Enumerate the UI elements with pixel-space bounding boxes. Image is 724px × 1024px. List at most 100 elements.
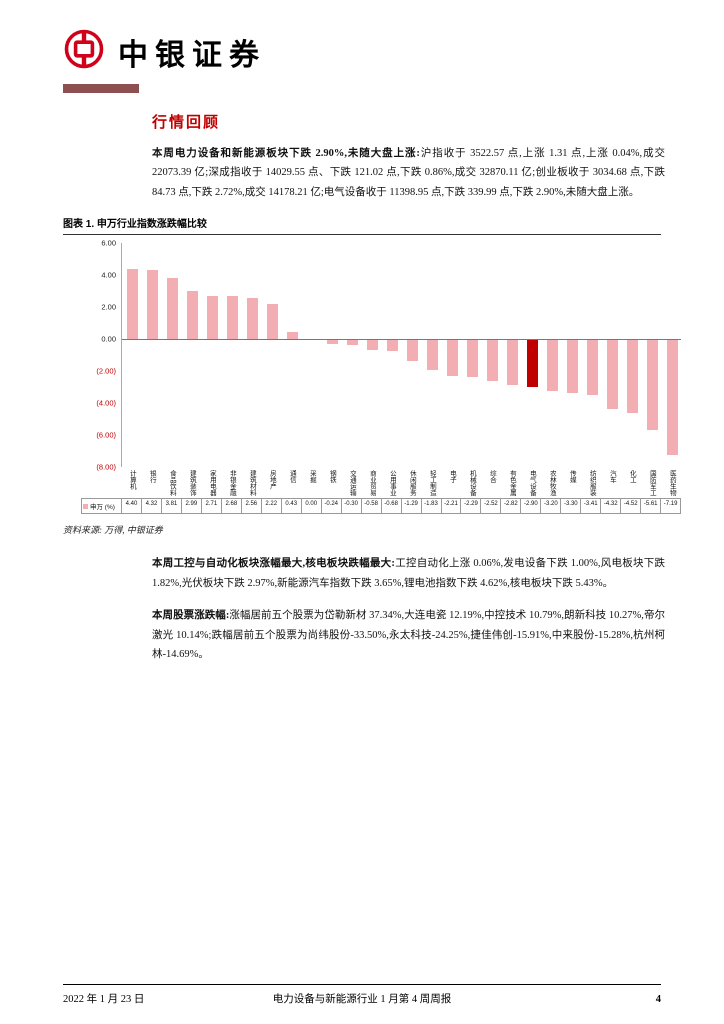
figure-caption: 图表 1. 申万行业指数涨跌幅比较	[63, 215, 661, 236]
bar-建筑装饰	[186, 291, 198, 340]
bar-休闲服务	[406, 340, 418, 361]
data-table-value-cell: -3.41	[581, 499, 602, 514]
data-table-value-cell: -2.52	[481, 499, 502, 514]
paragraph-lead: 本周股票涨跌幅:	[152, 610, 230, 622]
paragraph-lead: 本周电力设备和新能源板块下跌 2.90%,未随大盘上涨:	[152, 148, 420, 159]
section-title: 行情回顾	[152, 114, 221, 131]
y-tick-label: 4.00	[101, 270, 116, 280]
bar-通信	[286, 332, 298, 340]
bar-家用电器	[206, 295, 218, 340]
bar-汽车	[606, 340, 618, 410]
data-table-value-cell: -7.19	[663, 501, 678, 508]
y-tick-label: (2.00)	[96, 366, 116, 376]
data-table-value-cell: 0.00	[302, 499, 322, 514]
sw-industry-bar-chart: 6.00 4.00 2.00 0.00 (2.00) (4.00) (6.00) (8.00)…	[81, 239, 683, 515]
legend-swatch-icon	[83, 503, 88, 509]
bar-计算机	[126, 268, 138, 340]
data-table-value-cell: -1.83	[422, 499, 442, 514]
report-body: 行情回顾 本周电力设备和新能源板块下跌 2.90%,未随大盘上涨:沪指收于 35…	[63, 93, 681, 677]
x-axis-labels: 计算机 银行 食品饮料 建筑装饰 家用电器 非银金融 建筑材料 房地产 通信 采掘 钢铁 交通运输 商业…	[121, 467, 681, 498]
paragraph-subsector-summary: 本周工控与自动化板块涨幅最大,核电板块跌幅最大:工控自动化上涨 0.06%,发电…	[152, 554, 665, 593]
x-axis-category-label: 银行	[148, 470, 156, 484]
bar-房地产	[266, 303, 278, 340]
x-axis-category-label: 钢铁	[328, 470, 336, 484]
y-tick-label: 2.00	[101, 302, 116, 312]
x-axis-category-label: 采掘	[308, 470, 316, 484]
brand-name: 中银证券	[118, 38, 266, 72]
bar-纺织服装	[586, 340, 598, 395]
bar-钢铁	[326, 340, 338, 345]
brand-underline	[63, 84, 139, 93]
bar-非银金融	[226, 296, 238, 340]
x-axis-category-label: 农林牧渔	[548, 470, 556, 497]
y-tick-label: 6.00	[101, 238, 116, 248]
bar-电气设备	[526, 340, 538, 387]
plot	[121, 243, 681, 468]
bar-轻工制造	[426, 340, 438, 370]
paragraph-text: 工控自动化上涨 0.06%,发电设备下跌 1.00%,风电板块下跌 1.82%,…	[152, 558, 665, 589]
x-axis-category-label: 化工	[628, 470, 636, 484]
x-axis-category-label: 计算机	[128, 470, 136, 490]
bar-交通运输	[346, 340, 358, 346]
data-table-value-cell: 4.40	[122, 499, 142, 514]
paragraph-stock-movers: 本周股票涨跌幅:涨幅居前五个股票为岱勒新材 37.34%,大连电瓷 12.19%…	[152, 606, 665, 664]
bar-机械设备	[466, 340, 478, 377]
x-axis-category-label: 家用电器	[208, 470, 216, 497]
x-axis-category-label: 有色金属	[508, 470, 516, 497]
data-table-value-cell: -0.30	[342, 499, 362, 514]
zero-axis-line	[122, 339, 681, 341]
figure-source: 资料来源: 万得, 中银证券	[63, 525, 163, 536]
bar-公用事业	[386, 340, 398, 352]
bar-商业贸易	[366, 340, 378, 350]
data-table-value-cell: 2.99	[182, 499, 202, 514]
x-axis-category-label: 休闲服务	[408, 470, 416, 497]
data-table-value-cell: 0.43	[282, 499, 302, 514]
x-axis-category-label: 建筑装饰	[188, 470, 196, 497]
x-axis-category-label: 传媒	[568, 470, 576, 484]
paragraph-text: 沪指收于 3522.57 点,上涨 1.31 点,上涨 0.04%,成交 220…	[152, 148, 665, 198]
x-axis-category-label: 房地产	[268, 470, 276, 490]
bar-银行	[146, 270, 158, 340]
logo-row: 中银证券	[63, 28, 661, 75]
y-tick-label: 0.00	[101, 334, 116, 344]
x-axis-category-label: 商业贸易	[368, 470, 376, 497]
paragraph-lead: 本周工控与自动化板块涨幅最大,核电板块跌幅最大:	[152, 558, 395, 570]
x-axis-category-label: 交通运输	[348, 470, 356, 497]
paragraph-market-summary: 本周电力设备和新能源板块下跌 2.90%,未随大盘上涨:沪指收于 3522.57…	[152, 144, 665, 202]
chart-plot-area: 6.00 4.00 2.00 0.00 (2.00) (4.00) (6.00) (8.00)	[81, 239, 683, 472]
footer-report-title: 电力设备与新能源行业 1 月第 4 周周报	[272, 994, 452, 1005]
data-table-value-cell: -1.29	[402, 499, 422, 514]
paragraph-text: 涨幅居前五个股票为岱勒新材 37.34%,大连电瓷 12.19%,中控技术 10…	[152, 610, 665, 660]
footer-date: 2022 年 1 月 23 日	[63, 994, 145, 1005]
data-table-value-cell: -2.82	[501, 499, 522, 514]
bar-电子	[446, 340, 458, 376]
bar-国防军工	[646, 340, 658, 431]
data-table-value-cell: -3.20	[541, 499, 562, 514]
x-axis-category-label: 国防军工	[648, 470, 656, 497]
bar-传媒	[566, 340, 578, 394]
legend-label: 申万 (%)	[90, 504, 115, 512]
figure-1: 图表 1. 申万行业指数涨跌幅比较 6.00 4.00 2.00 0.00 (2.00)…	[63, 215, 681, 536]
data-table-value-cell: 2.22	[262, 499, 282, 514]
x-axis-category-label: 汽车	[608, 470, 616, 484]
data-table-value-cell: 2.71	[202, 499, 222, 514]
y-axis: 6.00 4.00 2.00 0.00 (2.00) (4.00) (6.00) (8.00)	[81, 239, 121, 472]
data-table-value-cell: -5.61	[641, 499, 662, 514]
data-table-value-cell: 3.81	[162, 499, 182, 514]
bar-有色金属	[506, 340, 518, 386]
x-axis-category-label: 电气设备	[528, 470, 536, 497]
data-table-value-cell: 4.32	[142, 499, 162, 514]
data-table-value-cell: 2.56	[242, 499, 262, 514]
data-table-value-cell: -0.58	[362, 499, 382, 514]
bar-医药生物	[666, 340, 678, 456]
data-table-value-cell: 2.68	[222, 499, 242, 514]
boc-logo-icon	[63, 28, 105, 75]
data-table-value-cell: -2.29	[461, 499, 482, 514]
bar-建筑材料	[246, 298, 258, 340]
x-axis-category-label: 电子	[448, 470, 456, 484]
x-axis-category-label: 建筑材料	[248, 470, 256, 497]
header: 中银证券	[63, 28, 661, 93]
x-axis-category-label: 机械设备	[468, 470, 476, 497]
bar-化工	[626, 340, 638, 413]
